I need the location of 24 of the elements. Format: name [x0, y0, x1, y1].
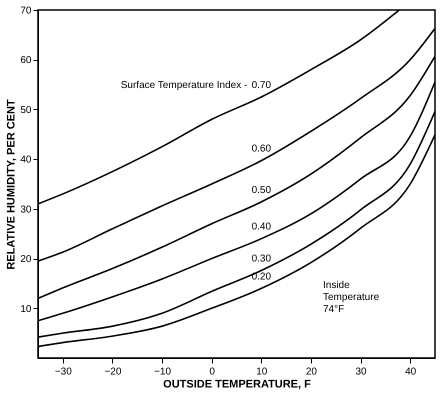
x-tick-label: −10 [154, 366, 172, 378]
y-tick-label: 20 [20, 254, 32, 266]
y-tick-label: 70 [20, 6, 32, 16]
x-axis-title: OUTSIDE TEMPERATURE, F [163, 378, 312, 390]
y-tick-label: 30 [20, 204, 32, 216]
series-label: 0.40 [252, 222, 272, 233]
y-tick-label: 10 [20, 304, 32, 315]
annotation: Surface Temperature Index - [120, 80, 248, 91]
series-label: 0.30 [252, 254, 272, 265]
x-tick-label: 30 [356, 366, 368, 378]
y-tick-label: 60 [20, 55, 32, 66]
x-tick-label: 40 [405, 366, 417, 378]
x-tick-label: 10 [256, 366, 268, 378]
x-tick-label: −20 [104, 366, 122, 378]
y-tick-label: 50 [20, 104, 32, 116]
series-label: 0.50 [252, 184, 272, 196]
series-label: 0.60 [252, 144, 272, 155]
y-axis-title: RELATIVE HUMIDITY, PER CENT [5, 99, 18, 270]
y-tick-label: 40 [20, 154, 32, 166]
x-tick-label: 20 [306, 366, 318, 378]
x-tick-label: 0 [209, 366, 216, 378]
series-label: 0.70 [252, 80, 272, 91]
x-tick-label: −30 [54, 366, 72, 378]
annotation: Inside Temperature 74°F [323, 280, 380, 315]
